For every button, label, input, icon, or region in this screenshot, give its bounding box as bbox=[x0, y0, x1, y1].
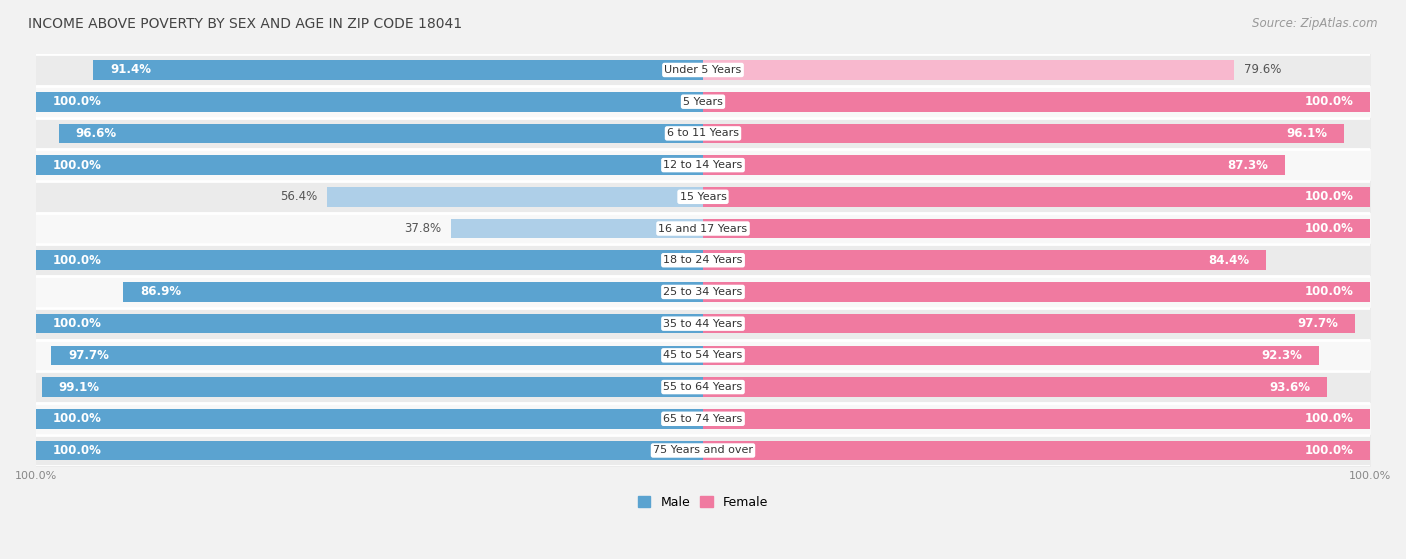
Text: Under 5 Years: Under 5 Years bbox=[665, 65, 741, 75]
Text: 100.0%: 100.0% bbox=[53, 317, 101, 330]
Text: 99.1%: 99.1% bbox=[59, 381, 100, 394]
Text: 5 Years: 5 Years bbox=[683, 97, 723, 107]
Bar bbox=[703, 187, 1369, 207]
Bar bbox=[703, 409, 1369, 429]
Text: 79.6%: 79.6% bbox=[1244, 64, 1281, 77]
Bar bbox=[451, 219, 703, 238]
Bar bbox=[703, 377, 1327, 397]
Text: 16 and 17 Years: 16 and 17 Years bbox=[658, 224, 748, 234]
Text: 93.6%: 93.6% bbox=[1270, 381, 1310, 394]
Bar bbox=[37, 92, 703, 112]
Bar bbox=[703, 155, 1285, 175]
Bar bbox=[326, 187, 703, 207]
Text: 97.7%: 97.7% bbox=[1296, 317, 1339, 330]
Bar bbox=[37, 440, 703, 460]
Text: 100.0%: 100.0% bbox=[53, 254, 101, 267]
Bar bbox=[59, 124, 703, 143]
Text: 100.0%: 100.0% bbox=[1305, 286, 1353, 299]
Bar bbox=[703, 92, 1369, 112]
Text: 91.4%: 91.4% bbox=[110, 64, 152, 77]
Bar bbox=[124, 282, 703, 302]
Text: 100.0%: 100.0% bbox=[1305, 190, 1353, 203]
Text: INCOME ABOVE POVERTY BY SEX AND AGE IN ZIP CODE 18041: INCOME ABOVE POVERTY BY SEX AND AGE IN Z… bbox=[28, 17, 463, 31]
Text: 100.0%: 100.0% bbox=[1305, 222, 1353, 235]
Text: 55 to 64 Years: 55 to 64 Years bbox=[664, 382, 742, 392]
Text: 12 to 14 Years: 12 to 14 Years bbox=[664, 160, 742, 170]
Bar bbox=[703, 345, 1319, 365]
Text: 25 to 34 Years: 25 to 34 Years bbox=[664, 287, 742, 297]
Bar bbox=[703, 219, 1369, 238]
Text: 100.0%: 100.0% bbox=[1305, 413, 1353, 425]
Bar bbox=[703, 124, 1344, 143]
Text: 100.0%: 100.0% bbox=[1305, 444, 1353, 457]
Bar bbox=[703, 60, 1234, 80]
Text: 87.3%: 87.3% bbox=[1227, 159, 1268, 172]
Text: 35 to 44 Years: 35 to 44 Years bbox=[664, 319, 742, 329]
Bar bbox=[703, 282, 1369, 302]
Text: 100.0%: 100.0% bbox=[53, 95, 101, 108]
Text: 100.0%: 100.0% bbox=[53, 159, 101, 172]
Text: 96.1%: 96.1% bbox=[1286, 127, 1327, 140]
Text: 84.4%: 84.4% bbox=[1208, 254, 1249, 267]
Bar bbox=[703, 250, 1265, 270]
Text: 15 Years: 15 Years bbox=[679, 192, 727, 202]
Bar bbox=[93, 60, 703, 80]
Text: 100.0%: 100.0% bbox=[53, 444, 101, 457]
Text: 65 to 74 Years: 65 to 74 Years bbox=[664, 414, 742, 424]
Text: 6 to 11 Years: 6 to 11 Years bbox=[666, 129, 740, 139]
Bar bbox=[42, 377, 703, 397]
Text: 100.0%: 100.0% bbox=[53, 413, 101, 425]
Text: 97.7%: 97.7% bbox=[67, 349, 110, 362]
Text: 92.3%: 92.3% bbox=[1261, 349, 1302, 362]
Bar bbox=[703, 440, 1369, 460]
Text: 37.8%: 37.8% bbox=[404, 222, 441, 235]
Legend: Male, Female: Male, Female bbox=[633, 491, 773, 514]
Text: 56.4%: 56.4% bbox=[280, 190, 316, 203]
Bar bbox=[37, 250, 703, 270]
Bar bbox=[37, 314, 703, 334]
Bar bbox=[37, 409, 703, 429]
Text: 96.6%: 96.6% bbox=[76, 127, 117, 140]
Text: Source: ZipAtlas.com: Source: ZipAtlas.com bbox=[1253, 17, 1378, 30]
Text: 75 Years and over: 75 Years and over bbox=[652, 446, 754, 456]
Bar bbox=[52, 345, 703, 365]
Text: 86.9%: 86.9% bbox=[141, 286, 181, 299]
Text: 18 to 24 Years: 18 to 24 Years bbox=[664, 255, 742, 265]
Text: 45 to 54 Years: 45 to 54 Years bbox=[664, 350, 742, 361]
Bar bbox=[37, 155, 703, 175]
Text: 100.0%: 100.0% bbox=[1305, 95, 1353, 108]
Bar bbox=[703, 314, 1354, 334]
